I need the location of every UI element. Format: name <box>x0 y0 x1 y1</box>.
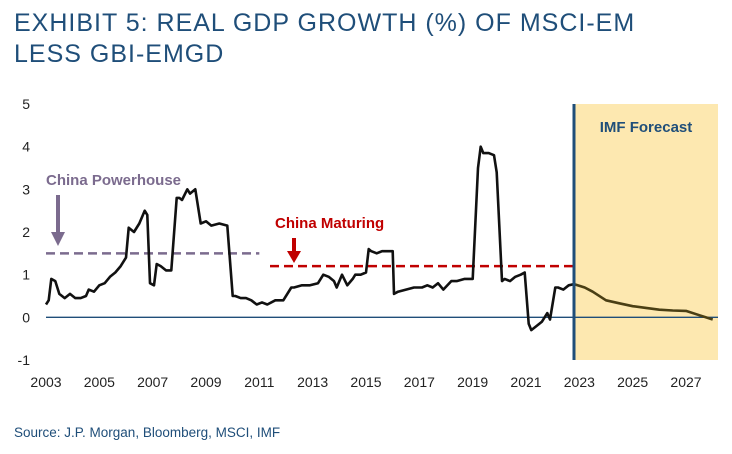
actual-series-line <box>44 145 575 332</box>
china-maturing-label: China Maturing <box>275 215 384 232</box>
title-line-1: EXHIBIT 5: REAL GDP GROWTH (%) OF MSCI-E… <box>14 9 636 37</box>
source-note: Source: J.P. Morgan, Bloomberg, MSCI, IM… <box>14 425 281 440</box>
title-line-2: LESS GBI-EMGD <box>14 40 225 68</box>
china-powerhouse-arrowhead <box>51 232 65 246</box>
x-tick-label: 2015 <box>350 374 381 390</box>
x-tick-label: 2011 <box>244 374 274 390</box>
x-tick-label: 2025 <box>617 374 648 390</box>
china-powerhouse-label: China Powerhouse <box>46 172 181 189</box>
chart-title: EXHIBIT 5: REAL GDP GROWTH (%) OF MSCI-E… <box>14 8 714 70</box>
x-tick-label: 2027 <box>670 374 701 390</box>
china-maturing-arrowhead <box>287 251 301 263</box>
x-tick-label: 2007 <box>137 374 168 390</box>
x-tick-label: 2023 <box>564 374 595 390</box>
y-tick-label: -1 <box>18 352 31 368</box>
y-tick-label: 5 <box>22 96 30 112</box>
x-tick-label: 2017 <box>404 374 435 390</box>
y-tick-label: 0 <box>22 309 30 325</box>
forecast-series-line <box>573 282 714 321</box>
x-tick-label: 2009 <box>190 374 221 390</box>
y-tick-label: 1 <box>22 267 30 283</box>
x-tick-label: 2021 <box>510 374 541 390</box>
forecast-region <box>574 104 718 360</box>
y-tick-label: 2 <box>22 224 30 240</box>
x-tick-label: 2005 <box>84 374 115 390</box>
forecast-label: IMF Forecast <box>600 119 693 136</box>
y-tick-label: 3 <box>22 181 30 197</box>
x-tick-label: 2003 <box>30 374 61 390</box>
y-tick-label: 4 <box>22 139 30 155</box>
x-tick-label: 2013 <box>297 374 328 390</box>
x-tick-label: 2019 <box>457 374 488 390</box>
